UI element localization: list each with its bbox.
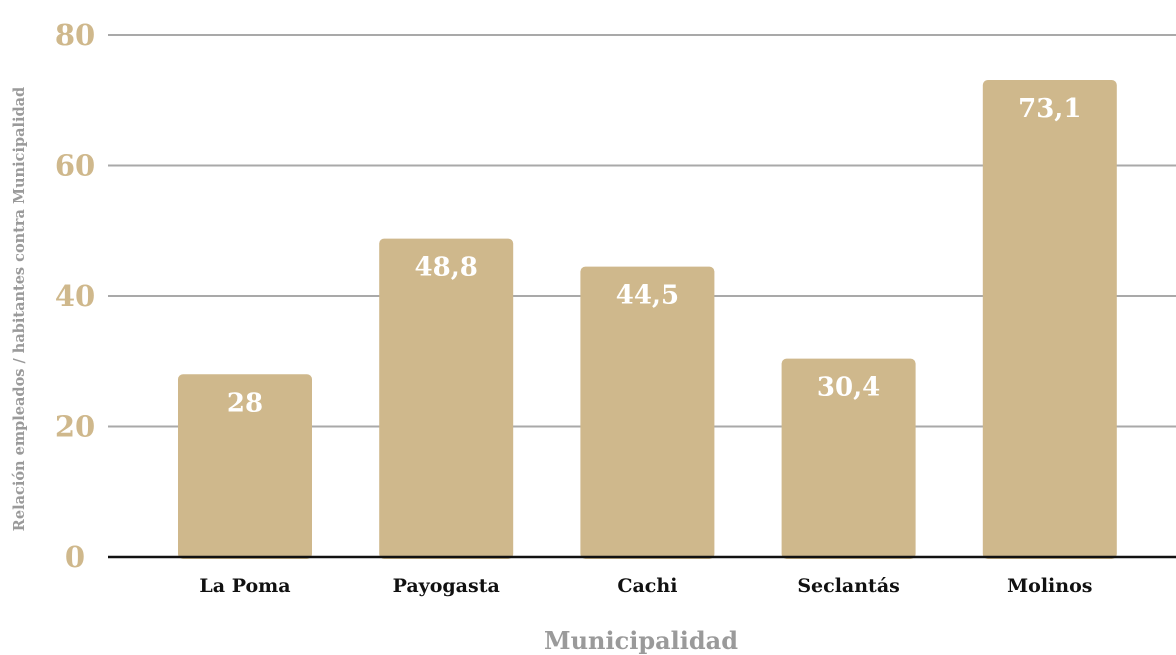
y-tick-label: 60 [55, 149, 95, 183]
bar [781, 358, 916, 559]
bar [982, 80, 1117, 560]
bar [379, 238, 514, 559]
data-label: 44,5 [616, 281, 679, 311]
x-tick-label: Cachi [617, 575, 677, 597]
y-tick-label: 0 [65, 540, 85, 574]
data-label: 28 [227, 388, 263, 418]
bar [178, 374, 312, 559]
x-tick-label: Payogasta [393, 575, 500, 597]
x-tick-label: Molinos [1007, 575, 1092, 597]
data-label: 48,8 [415, 253, 478, 283]
x-tick-label: La Poma [199, 575, 290, 597]
x-axis-labels: La Poma Payogasta Cachi Seclantás Molinos [199, 575, 1092, 597]
x-axis-title: Municipalidad [544, 626, 738, 655]
y-tick-label: 40 [55, 279, 95, 313]
y-axis-ticks: 0 20 40 60 80 [55, 18, 95, 574]
bar [580, 266, 715, 559]
data-label: 73,1 [1018, 94, 1081, 124]
y-tick-label: 80 [55, 18, 95, 52]
x-tick-label: Seclantás [797, 575, 900, 597]
bars: 28 48,8 44,5 30,4 73,1 [178, 80, 1117, 560]
y-tick-label: 20 [55, 410, 95, 444]
y-axis-title: Relación empleados / habitantes contra M… [11, 87, 28, 531]
data-label: 30,4 [817, 373, 880, 403]
